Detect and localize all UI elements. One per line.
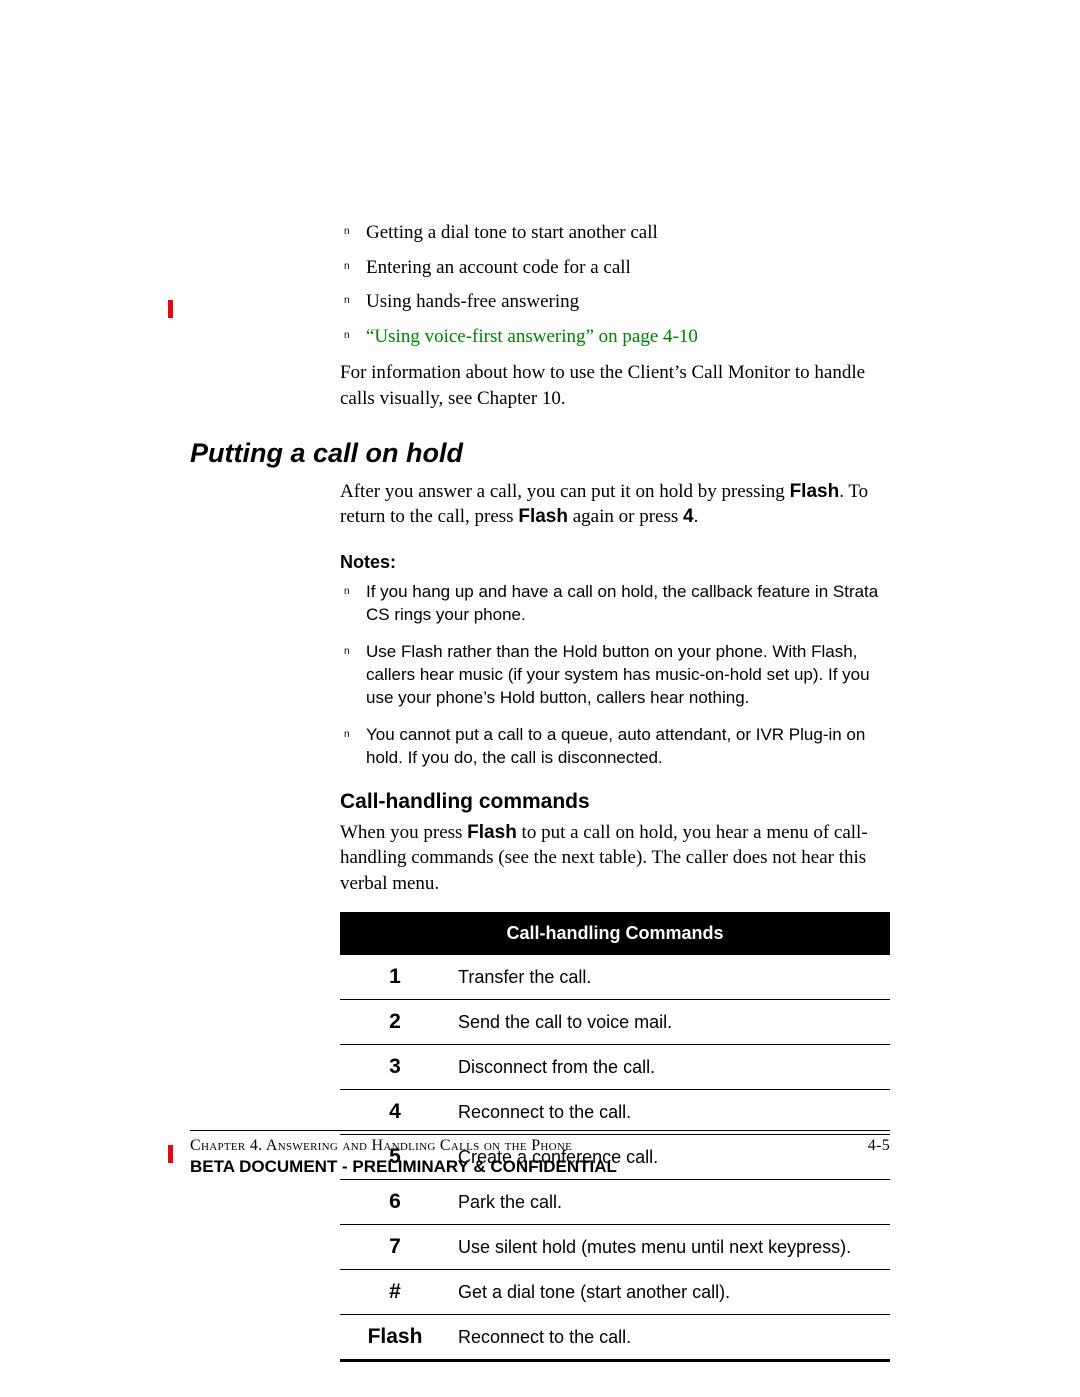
command-desc: Transfer the call. — [450, 954, 890, 1000]
subheading-commands: Call-handling commands — [340, 790, 890, 814]
flash-key: Flash — [467, 822, 517, 843]
command-key: 6 — [340, 1180, 450, 1225]
table-row: 3Disconnect from the call. — [340, 1045, 890, 1090]
footer-page-number: 4-5 — [868, 1137, 890, 1155]
hold-section-body: After you answer a call, you can put it … — [340, 479, 890, 1363]
footer-rule — [190, 1130, 890, 1131]
list-item: Entering an account code for a call — [340, 255, 890, 282]
text: again or press — [568, 506, 683, 527]
section-heading-hold: Putting a call on hold — [190, 438, 890, 469]
command-desc: Reconnect to the call. — [450, 1315, 890, 1361]
list-item: Getting a dial tone to start another cal… — [340, 220, 890, 247]
text: When you press — [340, 822, 467, 843]
command-desc: Park the call. — [450, 1180, 890, 1225]
intro-block: Getting a dial tone to start another cal… — [340, 220, 890, 412]
list-item: Using hands-free answering — [340, 289, 890, 316]
revision-bar — [168, 1145, 173, 1163]
table-row: 6Park the call. — [340, 1180, 890, 1225]
cross-ref-link[interactable]: “Using voice-first answering” on page 4-… — [366, 326, 698, 347]
list-item: “Using voice-first answering” on page 4-… — [340, 324, 890, 351]
note-text: You cannot put a call to a queue, auto a… — [366, 725, 865, 767]
command-key: 1 — [340, 954, 450, 1000]
text: . — [694, 506, 699, 527]
note-text: If you hang up and have a call on hold, … — [366, 582, 878, 624]
command-key: # — [340, 1270, 450, 1315]
list-item: Use Flash rather than the Hold button on… — [340, 641, 890, 710]
table-row: #Get a dial tone (start another call). — [340, 1270, 890, 1315]
table-row: 7Use silent hold (mutes menu until next … — [340, 1225, 890, 1270]
table-row: 4Reconnect to the call. — [340, 1090, 890, 1135]
footer-confidential: BETA DOCUMENT - PRELIMINARY & CONFIDENTI… — [190, 1157, 890, 1177]
command-desc: Get a dial tone (start another call). — [450, 1270, 890, 1315]
intro-bullets: Getting a dial tone to start another cal… — [340, 220, 890, 350]
list-item: You cannot put a call to a queue, auto a… — [340, 724, 890, 770]
list-item: If you hang up and have a call on hold, … — [340, 581, 890, 627]
bullet-text: Using hands-free answering — [366, 291, 579, 312]
flash-key: Flash — [518, 506, 568, 527]
footer-chapter: Chapter 4. Answering and Handling Calls … — [190, 1137, 572, 1155]
footer-line-1: Chapter 4. Answering and Handling Calls … — [190, 1137, 890, 1155]
notes-label: Notes: — [340, 552, 890, 573]
revision-bar — [168, 300, 173, 318]
command-key: 3 — [340, 1045, 450, 1090]
table-row: FlashReconnect to the call. — [340, 1315, 890, 1361]
info-paragraph: For information about how to use the Cli… — [340, 360, 890, 411]
commands-intro-paragraph: When you press Flash to put a call on ho… — [340, 820, 890, 897]
table-row: 2Send the call to voice mail. — [340, 1000, 890, 1045]
command-key: 7 — [340, 1225, 450, 1270]
command-key: 4 — [340, 1090, 450, 1135]
text: After you answer a call, you can put it … — [340, 481, 790, 502]
flash-key: Flash — [790, 481, 840, 502]
table-header: Call-handling Commands — [340, 914, 890, 954]
command-desc: Disconnect from the call. — [450, 1045, 890, 1090]
table-row: 1Transfer the call. — [340, 954, 890, 1000]
page-footer: Chapter 4. Answering and Handling Calls … — [190, 1130, 890, 1177]
bullet-text: Getting a dial tone to start another cal… — [366, 222, 658, 243]
hold-intro-paragraph: After you answer a call, you can put it … — [340, 479, 890, 530]
note-text: Use Flash rather than the Hold button on… — [366, 642, 870, 707]
command-desc: Send the call to voice mail. — [450, 1000, 890, 1045]
bullet-text: Entering an account code for a call — [366, 257, 631, 278]
page: Getting a dial tone to start another cal… — [0, 0, 1080, 1397]
command-desc: Reconnect to the call. — [450, 1090, 890, 1135]
command-key: Flash — [340, 1315, 450, 1361]
command-key: 2 — [340, 1000, 450, 1045]
digit-key: 4 — [683, 506, 694, 527]
command-desc: Use silent hold (mutes menu until next k… — [450, 1225, 890, 1270]
notes-list: If you hang up and have a call on hold, … — [340, 581, 890, 770]
